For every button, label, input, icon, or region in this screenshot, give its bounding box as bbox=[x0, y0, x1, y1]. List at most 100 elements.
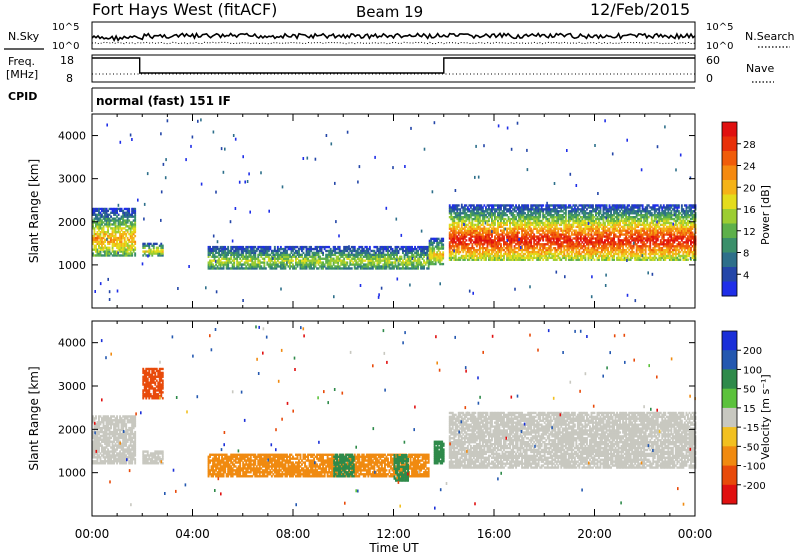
power-cell bbox=[460, 254, 463, 258]
power-cell bbox=[465, 247, 468, 250]
power-cell bbox=[486, 233, 489, 236]
power-cell bbox=[160, 246, 163, 249]
power-cell bbox=[219, 265, 222, 268]
power-cell bbox=[590, 206, 593, 209]
power-cell bbox=[598, 212, 600, 215]
power-cell bbox=[108, 207, 111, 211]
power-cell bbox=[454, 248, 457, 252]
power-cell bbox=[530, 239, 533, 242]
power-cell bbox=[132, 231, 135, 234]
power-cell bbox=[494, 210, 496, 213]
power-cell bbox=[329, 259, 332, 262]
power-cell bbox=[602, 216, 605, 219]
power-cell bbox=[131, 244, 134, 247]
power-cell bbox=[536, 210, 539, 213]
power-cell bbox=[595, 231, 597, 234]
power-cell bbox=[123, 240, 126, 244]
power-cell bbox=[554, 229, 557, 232]
power-cell bbox=[579, 235, 582, 238]
power-cell bbox=[468, 214, 471, 217]
power-cell bbox=[453, 204, 456, 207]
power-cell bbox=[394, 265, 397, 268]
power-cell bbox=[113, 227, 116, 230]
power-cell bbox=[289, 253, 291, 257]
power-cell bbox=[590, 212, 593, 215]
power-cell bbox=[540, 221, 543, 225]
power-cell bbox=[463, 233, 466, 236]
power-cell bbox=[440, 239, 443, 243]
power-cell bbox=[469, 212, 472, 215]
power-cell bbox=[101, 240, 103, 244]
power-cell bbox=[287, 253, 290, 257]
power-cell bbox=[575, 233, 578, 236]
power-cell bbox=[472, 210, 475, 213]
power-cell bbox=[598, 227, 600, 230]
power-cell bbox=[456, 225, 459, 229]
power-cell bbox=[510, 245, 513, 248]
power-cell bbox=[498, 256, 501, 260]
power-cell bbox=[545, 247, 548, 250]
power-cell bbox=[569, 250, 572, 254]
power-cell bbox=[151, 250, 154, 253]
power-cell bbox=[329, 261, 332, 264]
power-cell bbox=[500, 225, 502, 229]
power-cell bbox=[388, 249, 391, 253]
power-cell bbox=[111, 238, 114, 242]
power-cell bbox=[625, 223, 628, 227]
power-cell bbox=[475, 225, 478, 229]
power-cell bbox=[640, 227, 643, 230]
power-cell bbox=[635, 247, 638, 250]
power-cell bbox=[134, 254, 137, 257]
power-cell bbox=[507, 208, 510, 211]
power-cell bbox=[500, 239, 502, 242]
power-cell bbox=[525, 217, 528, 221]
power-cell bbox=[152, 244, 155, 247]
power-cell bbox=[359, 261, 362, 264]
power-cell bbox=[93, 246, 96, 249]
power-cell bbox=[131, 248, 134, 251]
power-cell bbox=[512, 229, 515, 232]
power-cell bbox=[420, 251, 423, 255]
power-cell bbox=[355, 267, 358, 270]
power-cell bbox=[477, 217, 480, 221]
power-cell bbox=[575, 254, 578, 258]
power-cell bbox=[507, 245, 510, 248]
power-cell bbox=[518, 212, 521, 215]
power-cell bbox=[397, 257, 400, 260]
power-cell bbox=[578, 233, 581, 236]
power-cell bbox=[302, 267, 305, 270]
power-cell bbox=[384, 263, 386, 266]
power-cell bbox=[472, 252, 475, 256]
power-cell bbox=[625, 231, 628, 234]
power-cell bbox=[403, 245, 406, 249]
power-cell bbox=[587, 248, 590, 252]
power-cell bbox=[104, 215, 107, 218]
power-cell bbox=[316, 249, 319, 253]
power-cell bbox=[155, 246, 158, 249]
power-cell bbox=[486, 245, 489, 248]
power-cell bbox=[281, 259, 284, 262]
power-cell bbox=[596, 247, 599, 250]
power-cell bbox=[561, 219, 564, 223]
power-cell bbox=[515, 247, 518, 250]
power-cell bbox=[623, 217, 626, 221]
power-cell bbox=[510, 212, 513, 215]
power-cell bbox=[498, 217, 501, 221]
power-cell bbox=[564, 254, 567, 258]
power-cell bbox=[614, 227, 617, 230]
power-cell bbox=[101, 238, 103, 242]
power-cell bbox=[584, 229, 587, 232]
power-cell bbox=[308, 263, 311, 266]
power-cell bbox=[222, 255, 225, 258]
power-cell bbox=[248, 255, 251, 258]
power-cell bbox=[555, 233, 558, 236]
power-cell bbox=[610, 241, 613, 244]
power-cell bbox=[582, 216, 585, 219]
power-cell bbox=[524, 212, 527, 215]
power-cell bbox=[528, 241, 531, 244]
power-cell bbox=[610, 216, 613, 219]
power-cell bbox=[635, 239, 638, 242]
power-cell bbox=[575, 208, 578, 211]
power-cell bbox=[242, 257, 245, 260]
power-cell bbox=[536, 217, 539, 221]
